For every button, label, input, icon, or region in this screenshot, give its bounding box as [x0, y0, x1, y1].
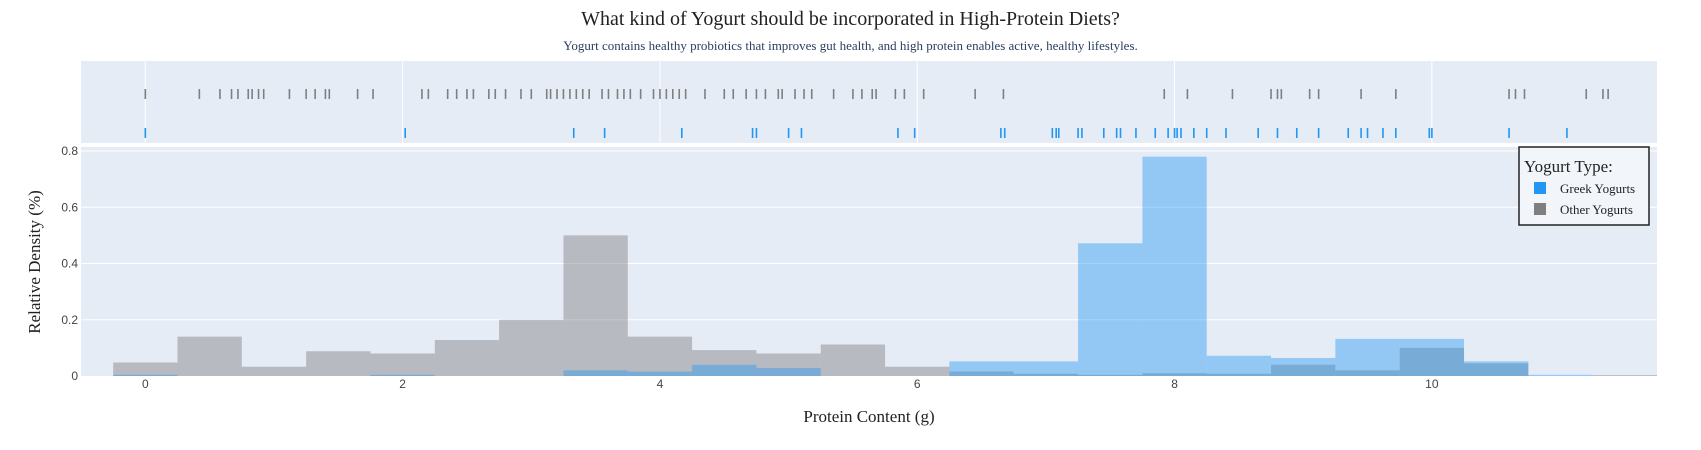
rug-plot-background	[81, 61, 1657, 143]
legend-title: Yogurt Type:	[1524, 157, 1613, 176]
axis-ticks: 0 2 4 6 8 10 0 0.2 0.4 0.6 0.8	[61, 144, 1439, 391]
bar-other-2[interactable]	[241, 366, 307, 376]
chart-subtitle: Yogurt contains healthy probiotics that …	[563, 38, 1138, 53]
bar-other-4[interactable]	[370, 353, 435, 377]
bar-greek-19[interactable]	[1335, 338, 1400, 376]
bar-other-21[interactable]	[1464, 363, 1529, 376]
bar-other-11[interactable]	[820, 344, 886, 377]
bar-greek-22[interactable]	[1528, 374, 1593, 376]
bar-other-16[interactable]	[1142, 373, 1207, 376]
bar-other-6[interactable]	[499, 319, 564, 376]
bar-other-13[interactable]	[949, 371, 1014, 377]
bar-other-1[interactable]	[177, 336, 242, 376]
bar-greek-13[interactable]	[949, 361, 1014, 376]
x-tick-label-10: 10	[1425, 377, 1439, 391]
bar-other-3[interactable]	[306, 351, 371, 376]
bar-greek-16[interactable]	[1142, 156, 1207, 376]
bar-greek-8[interactable]	[627, 371, 693, 377]
histogram-bars	[113, 156, 1657, 377]
legend-swatch-greek	[1534, 182, 1546, 194]
legend[interactable]: Yogurt Type: Greek Yogurts Other Yogurts	[1518, 146, 1650, 226]
bar-other-5[interactable]	[434, 340, 500, 376]
bar-greek-4[interactable]	[370, 374, 435, 376]
legend-label-greek[interactable]: Greek Yogurts	[1560, 181, 1635, 196]
bar-other-12[interactable]	[885, 366, 950, 376]
x-axis-title: Protein Content (g)	[803, 407, 934, 426]
histogram-plot-background	[81, 147, 1657, 376]
bar-other-17[interactable]	[1206, 373, 1272, 376]
bar-greek-14[interactable]	[1013, 361, 1079, 376]
y-tick-label-2: 0.4	[61, 257, 78, 271]
bar-greek-21[interactable]	[1464, 361, 1529, 376]
x-tick-label-2: 2	[399, 377, 406, 391]
x-tick-label-6: 6	[914, 377, 921, 391]
bar-greek-20[interactable]	[1399, 338, 1465, 376]
bar-other-20[interactable]	[1399, 347, 1465, 376]
x-tick-label-8: 8	[1171, 377, 1178, 391]
rug-marks	[144, 89, 1609, 138]
bar-other-19[interactable]	[1335, 370, 1400, 376]
x-tick-label-4: 4	[657, 377, 664, 391]
bar-other-15[interactable]	[1078, 374, 1143, 376]
bar-other-18[interactable]	[1271, 364, 1336, 376]
bar-greek-10[interactable]	[756, 368, 821, 376]
legend-swatch-other	[1534, 203, 1546, 215]
bar-greek-18[interactable]	[1271, 358, 1336, 376]
bar-greek-9[interactable]	[692, 364, 757, 376]
bar-greek-15[interactable]	[1078, 243, 1143, 376]
bar-other-7[interactable]	[563, 235, 628, 376]
bar-greek-0[interactable]	[113, 374, 178, 376]
bar-other-8[interactable]	[627, 336, 693, 376]
bar-greek-7[interactable]	[563, 370, 628, 376]
bar-other-9[interactable]	[692, 350, 757, 376]
legend-label-other[interactable]: Other Yogurts	[1560, 202, 1633, 217]
y-tick-label-4: 0.8	[61, 144, 78, 158]
bar-greek-17[interactable]	[1206, 355, 1272, 376]
bar-other-0[interactable]	[113, 362, 178, 377]
chart-title: What kind of Yogurt should be incorporat…	[581, 8, 1120, 30]
bar-other-23[interactable]	[1592, 375, 1657, 376]
y-tick-label-0: 0	[71, 369, 78, 383]
y-tick-label-3: 0.6	[61, 200, 78, 214]
y-axis-title: Relative Density (%)	[25, 190, 44, 334]
y-tick-label-1: 0.2	[61, 313, 78, 327]
bar-other-14[interactable]	[1013, 373, 1079, 376]
bar-other-10[interactable]	[756, 353, 821, 377]
x-tick-label-0: 0	[142, 377, 149, 391]
